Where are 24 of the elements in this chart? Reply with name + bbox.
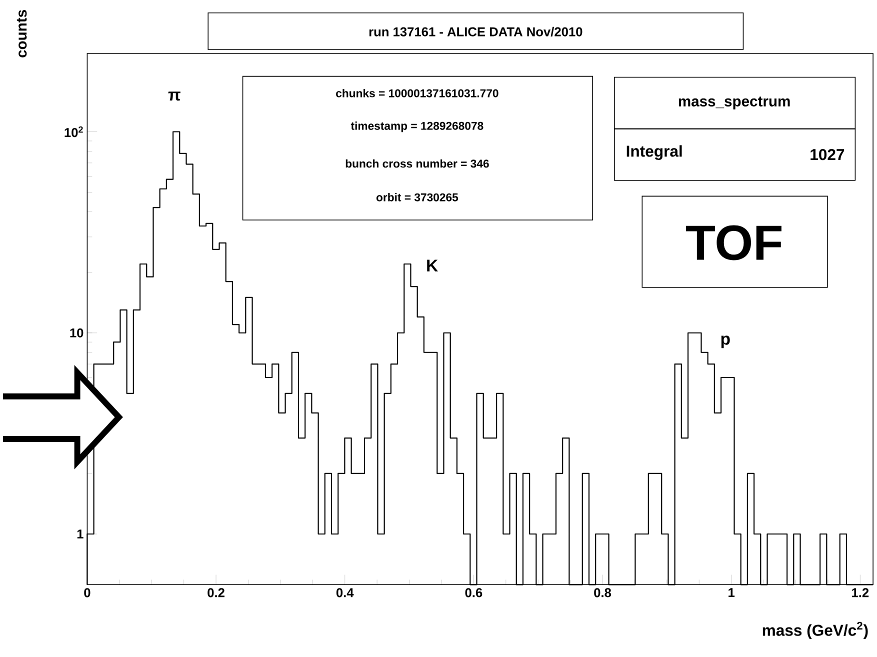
annotation: K [427, 260, 438, 272]
annotation: TOF [686, 225, 782, 260]
x-tick-label: 1 [728, 588, 735, 597]
chart-title: run 137161 - ALICE DATA Nov/2010 [369, 26, 582, 36]
annotation: bunch cross number = 346 [346, 159, 489, 168]
annotation: p [721, 336, 730, 348]
annotation: mass_spectrum [678, 96, 790, 110]
x-tick-label: 1.2 [852, 588, 869, 598]
x-axis-title: mass (GeV/c$^{2}$) [762, 622, 868, 640]
x-tick-label: 0.6 [465, 588, 482, 598]
annotation: chunks = 10000137161031.770 [336, 88, 498, 98]
x-tick-label: 0.4 [336, 588, 354, 598]
x-tick-label: 0.2 [208, 588, 224, 598]
y-tick-label: 10$^{2}$ [64, 126, 83, 138]
annotation: orbit = 3730265 [376, 193, 458, 202]
x-tick-label: 0 [84, 588, 90, 598]
annotation: timestamp = 1289268078 [350, 122, 484, 132]
x-tick-label: 0.8 [594, 588, 612, 598]
y-axis-title: counts [16, 10, 27, 58]
annotation: π [168, 92, 180, 101]
y-tick-label: 1 [77, 530, 84, 538]
annotation: 1027 [810, 148, 844, 160]
y-tick-label: 10 [70, 328, 84, 338]
annotation: Integral [626, 145, 682, 160]
